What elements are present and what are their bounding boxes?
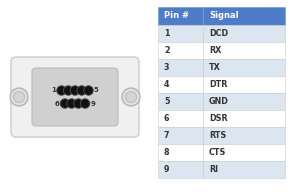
Bar <box>203 76 285 93</box>
FancyBboxPatch shape <box>11 57 139 137</box>
Bar <box>158 93 203 110</box>
Bar <box>203 7 285 25</box>
Circle shape <box>125 92 136 102</box>
Bar <box>158 42 203 59</box>
Text: 7: 7 <box>164 131 170 140</box>
Text: 2: 2 <box>164 46 170 55</box>
Circle shape <box>84 86 93 95</box>
Bar <box>158 25 203 42</box>
Text: DCD: DCD <box>209 29 228 38</box>
Bar <box>203 127 285 144</box>
Text: 6: 6 <box>164 114 170 123</box>
Text: DSR: DSR <box>209 114 228 123</box>
Circle shape <box>10 88 28 106</box>
Text: RI: RI <box>209 165 218 174</box>
Circle shape <box>74 99 83 108</box>
Text: Signal: Signal <box>209 11 239 21</box>
Circle shape <box>60 99 70 108</box>
Text: TX: TX <box>209 63 221 72</box>
Text: 3: 3 <box>164 63 170 72</box>
Bar <box>203 25 285 42</box>
Text: GND: GND <box>209 97 229 106</box>
Text: 6: 6 <box>55 101 59 107</box>
Bar <box>158 59 203 76</box>
Text: RX: RX <box>209 46 221 55</box>
Text: 1: 1 <box>51 87 56 93</box>
Text: 5: 5 <box>94 87 99 93</box>
Text: DTR: DTR <box>209 80 227 89</box>
Circle shape <box>64 86 73 95</box>
Bar <box>158 110 203 127</box>
Text: RTS: RTS <box>209 131 226 140</box>
Bar <box>158 161 203 178</box>
Bar <box>203 144 285 161</box>
Text: 5: 5 <box>164 97 170 106</box>
Bar <box>158 7 203 25</box>
Bar <box>158 127 203 144</box>
Circle shape <box>57 86 66 95</box>
Text: 9: 9 <box>164 165 170 174</box>
Text: 4: 4 <box>164 80 170 89</box>
Bar <box>203 110 285 127</box>
Text: 9: 9 <box>91 101 95 107</box>
Circle shape <box>122 88 140 106</box>
Circle shape <box>77 86 87 95</box>
Text: 1: 1 <box>164 29 170 38</box>
Bar <box>158 144 203 161</box>
Bar <box>203 161 285 178</box>
Text: Pin #: Pin # <box>164 11 189 21</box>
Circle shape <box>67 99 76 108</box>
FancyBboxPatch shape <box>32 68 118 126</box>
Bar <box>203 93 285 110</box>
Circle shape <box>80 99 90 108</box>
Text: CTS: CTS <box>209 148 226 157</box>
Bar <box>203 42 285 59</box>
Circle shape <box>14 92 25 102</box>
Circle shape <box>70 86 80 95</box>
Text: 8: 8 <box>164 148 170 157</box>
Bar <box>158 76 203 93</box>
Bar <box>203 59 285 76</box>
